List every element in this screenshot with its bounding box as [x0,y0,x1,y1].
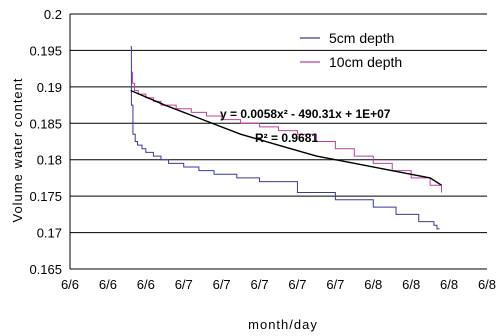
series-line-0 [130,46,440,230]
x-tick-label-10: 6/8 [440,277,458,292]
series-lines [130,46,443,230]
r-squared: R² = 0.9681 [255,131,318,145]
x-tick-label-6: 6/7 [288,277,306,292]
series-line-1 [130,71,443,193]
axes [69,14,487,270]
x-tick-label-2: 6/6 [137,277,155,292]
x-axis-label: month/day [248,317,318,332]
x-tick-label-8: 6/8 [364,277,382,292]
x-tick-label-11: 6/8 [478,277,496,292]
legend-label-5cm: 5cm depth [329,30,394,46]
y-axis-label: Volume water content [10,77,25,222]
regression-equation: y = 0.0058x² - 490.31x + 1E+07 [220,107,391,121]
grid-lines [70,13,487,270]
y-tick-label-3: 0.185 [29,116,62,131]
legend: 5cm depth 10cm depth [300,30,402,70]
y-tick-label-1: 0.195 [29,43,62,58]
series-line-2 [130,89,442,186]
y-tick-label-2: 0.19 [37,80,62,95]
x-tick-label-1: 6/6 [99,277,117,292]
x-tick-label-3: 6/7 [175,277,193,292]
y-tick-label-6: 0.17 [37,226,62,241]
x-tick-labels: 6/6 6/6 6/6 6/7 6/7 6/7 6/7 6/7 6/8 6/8 6/8 6/8 [61,277,496,292]
y-tick-label-4: 0.18 [37,153,62,168]
y-tick-label-0: 0.2 [44,7,62,22]
y-tick-label-7: 0.165 [29,262,62,277]
x-tick-label-0: 6/6 [61,277,79,292]
x-tick-label-9: 6/8 [402,277,420,292]
x-tick-label-7: 6/7 [326,277,344,292]
x-tick-label-4: 6/7 [213,277,231,292]
legend-label-10cm: 10cm depth [329,54,402,70]
y-tick-labels: 0.2 0.195 0.19 0.185 0.18 0.175 0.17 0.165 [29,7,62,277]
y-tick-label-5: 0.175 [29,189,62,204]
x-tick-label-5: 6/7 [251,277,269,292]
